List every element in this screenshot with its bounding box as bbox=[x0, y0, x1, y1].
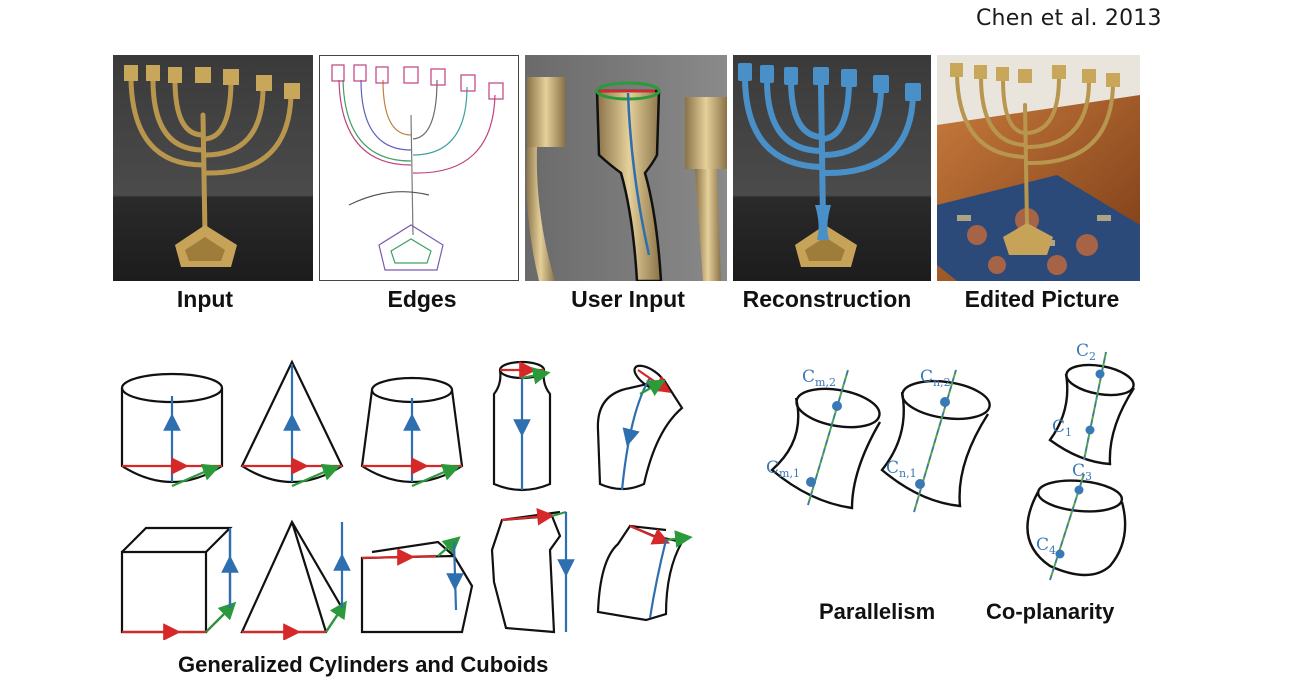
primitives-caption: Generalized Cylinders and Cuboids bbox=[178, 652, 549, 677]
reconstruction-image bbox=[733, 55, 931, 281]
label-cm2: Cm,2 bbox=[802, 367, 836, 389]
edges-image bbox=[319, 55, 519, 281]
label-cm1: Cm,1 bbox=[766, 458, 800, 480]
caption-edited-picture: Edited Picture bbox=[964, 286, 1120, 312]
caption-user-input: User Input bbox=[571, 286, 685, 312]
parallelism-caption: Parallelism bbox=[819, 599, 936, 624]
primitive-shapes-diagram bbox=[120, 359, 693, 640]
caption-reconstruction: Reconstruction bbox=[742, 286, 912, 312]
label-c2: C2 bbox=[1076, 341, 1096, 363]
citation: Chen et al. 2013 bbox=[976, 6, 1162, 31]
label-cn2: Cn,2 bbox=[920, 367, 951, 389]
geometric-constraints-diagram: Cm,2 Cm,1 Cn,2 Cn,1 C2 C1 C3 C4 bbox=[766, 341, 1136, 581]
input-photo bbox=[113, 55, 313, 281]
label-cn1: Cn,1 bbox=[886, 458, 917, 480]
coplanarity-caption: Co-planarity bbox=[986, 599, 1115, 624]
label-c3: C3 bbox=[1072, 461, 1092, 483]
label-c4: C4 bbox=[1036, 535, 1056, 557]
user-input-image bbox=[525, 55, 727, 281]
caption-edges: Edges bbox=[387, 286, 457, 312]
caption-input: Input bbox=[176, 286, 234, 312]
label-c1: C1 bbox=[1052, 417, 1072, 439]
edited-picture-image bbox=[937, 55, 1140, 281]
